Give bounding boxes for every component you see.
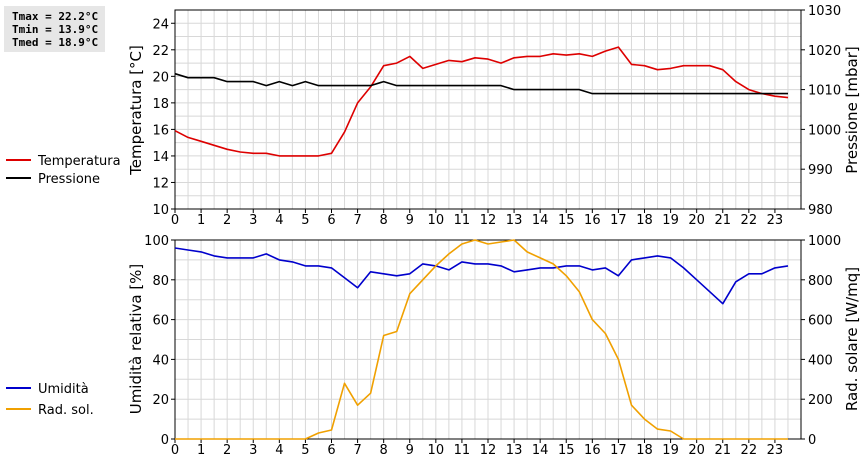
bottom-x-tick-label: 11 xyxy=(454,443,471,458)
bottom-x-tick-label: 1 xyxy=(197,443,205,458)
top-x-tick-label: 0 xyxy=(171,213,179,228)
top-x-tick-label: 23 xyxy=(767,213,784,228)
legend-label-temperatura: Temperatura xyxy=(37,154,121,169)
top-y-right-tick-label: 1020 xyxy=(808,44,841,59)
bottom-x-tick-label: 20 xyxy=(688,443,705,458)
top-x-tick-label: 21 xyxy=(714,213,731,228)
top-x-tick-label: 20 xyxy=(688,213,705,228)
bottom-y-right-tick-label: 800 xyxy=(808,274,833,289)
top-right-axis-title: Pressione [mbar] xyxy=(843,46,860,174)
top-x-tick-label: 5 xyxy=(301,213,309,228)
bottom-y-left-tick-label: 80 xyxy=(152,274,169,289)
bottom-x-tick-label: 19 xyxy=(662,443,679,458)
bottom-x-tick-label: 0 xyxy=(171,443,179,458)
bottom-right-axis-title: Rad. solare [W/mq] xyxy=(843,267,860,411)
top-x-tick-label: 9 xyxy=(406,213,414,228)
top-x-tick-label: 13 xyxy=(506,213,523,228)
stat-tmin: Tmin = 13.9°C xyxy=(12,23,99,36)
top-y-left-tick-label: 16 xyxy=(152,123,169,138)
top-x-tick-label: 12 xyxy=(480,213,497,228)
legend-label-umidita: Umidità xyxy=(38,382,89,397)
bottom-x-tick-label: 21 xyxy=(714,443,731,458)
top-x-tick-label: 8 xyxy=(380,213,388,228)
bottom-x-tick-label: 23 xyxy=(767,443,784,458)
series-line-rad-sol xyxy=(175,239,788,440)
top-y-right-tick-label: 980 xyxy=(808,203,833,218)
bottom-x-tick-label: 4 xyxy=(275,443,283,458)
bottom-x-tick-label: 2 xyxy=(223,443,231,458)
bottom-y-left-tick-label: 100 xyxy=(144,234,169,249)
top-x-tick-label: 3 xyxy=(249,213,257,228)
bottom-x-tick-label: 16 xyxy=(584,443,601,458)
top-x-tick-label: 2 xyxy=(223,213,231,228)
bottom-chart-panel: 0 1 2 3 4 5 6 7 8 9 10 11 12 13 14 15 16 17 18 19 20 21 22 2302… xyxy=(144,234,841,458)
bottom-y-right-tick-label: 400 xyxy=(808,353,833,368)
series-line-pressione xyxy=(174,72,788,95)
bottom-x-tick-label: 6 xyxy=(327,443,335,458)
bottom-x-tick-label: 5 xyxy=(301,443,309,458)
bottom-x-tick-label: 18 xyxy=(636,443,653,458)
bottom-x-tick-label: 7 xyxy=(353,443,361,458)
bottom-x-tick-label: 14 xyxy=(532,443,549,458)
legend-label-pressione: Pressione xyxy=(38,172,100,187)
top-y-left-tick-label: 20 xyxy=(152,70,169,85)
top-y-left-tick-label: 24 xyxy=(152,17,169,32)
stat-tmax: Tmax = 22.2°C xyxy=(12,10,99,23)
bottom-x-tick-label: 10 xyxy=(428,443,445,458)
top-y-right-tick-label: 1000 xyxy=(808,123,841,138)
bottom-x-tick-label: 8 xyxy=(380,443,388,458)
top-x-tick-label: 6 xyxy=(327,213,335,228)
top-x-tick-label: 17 xyxy=(610,213,627,228)
top-left-axis-title: Temperatura [°C] xyxy=(127,45,145,176)
top-x-tick-label: 19 xyxy=(662,213,679,228)
bottom-y-right-tick-label: 0 xyxy=(808,433,816,448)
top-y-left-tick-label: 14 xyxy=(152,150,169,165)
stat-tmed: Tmed = 18.9°C xyxy=(12,36,99,49)
top-x-tick-label: 15 xyxy=(558,213,575,228)
top-x-tick-label: 14 xyxy=(532,213,549,228)
bottom-y-right-tick-label: 1000 xyxy=(808,234,841,249)
series-line-temperatura xyxy=(174,46,789,157)
bottom-y-right-tick-label: 200 xyxy=(808,393,833,408)
bottom-x-tick-label: 13 xyxy=(506,443,523,458)
stats-box: Tmax = 22.2°C Tmin = 13.9°C Tmed = 18.9°… xyxy=(4,6,105,52)
bottom-y-left-tick-label: 0 xyxy=(161,433,169,448)
bottom-x-tick-label: 12 xyxy=(480,443,497,458)
series-line-umidit xyxy=(174,247,789,305)
bottom-y-left-tick-label: 20 xyxy=(152,393,169,408)
bottom-y-left-tick-label: 40 xyxy=(152,353,169,368)
bottom-x-tick-label: 9 xyxy=(406,443,414,458)
top-y-left-tick-label: 12 xyxy=(152,176,169,191)
legend-label-rad-sol: Rad. sol. xyxy=(38,403,94,418)
top-x-tick-label: 18 xyxy=(636,213,653,228)
top-x-tick-label: 10 xyxy=(428,213,445,228)
top-y-right-tick-label: 990 xyxy=(808,163,833,178)
top-y-left-tick-label: 10 xyxy=(152,203,169,218)
top-x-tick-label: 16 xyxy=(584,213,601,228)
top-y-right-tick-label: 1010 xyxy=(808,84,841,99)
top-y-left-tick-label: 18 xyxy=(152,97,169,112)
top-x-tick-label: 4 xyxy=(275,213,283,228)
top-y-left-tick-label: 22 xyxy=(152,44,169,59)
bottom-x-tick-label: 15 xyxy=(558,443,575,458)
legend: Temperatura Pressione Umidità Rad. sol. xyxy=(6,154,121,418)
bottom-y-right-tick-label: 600 xyxy=(808,314,833,329)
top-x-tick-label: 7 xyxy=(353,213,361,228)
top-x-tick-label: 1 xyxy=(197,213,205,228)
bottom-left-axis-title: Umidità relativa [%] xyxy=(127,264,145,415)
bottom-x-tick-label: 22 xyxy=(741,443,758,458)
top-y-right-tick-label: 1030 xyxy=(808,4,841,19)
top-x-tick-label: 11 xyxy=(454,213,471,228)
top-x-tick-label: 22 xyxy=(741,213,758,228)
bottom-y-left-tick-label: 60 xyxy=(152,314,169,329)
bottom-x-tick-label: 3 xyxy=(249,443,257,458)
bottom-x-tick-label: 17 xyxy=(610,443,627,458)
top-chart-panel: 0 1 2 3 4 5 6 7 8 9 10 11 12 13 14 15 16 17 18 19 20 21 22 2310… xyxy=(152,4,841,228)
